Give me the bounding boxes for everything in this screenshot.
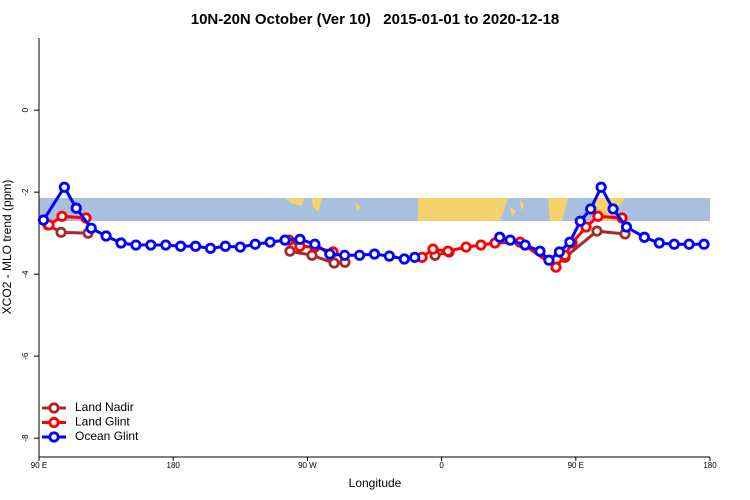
point (494, 231, 506, 243)
point (204, 242, 217, 254)
point (309, 238, 321, 250)
point (591, 225, 603, 237)
point (249, 238, 261, 250)
point (595, 181, 607, 193)
point (553, 246, 565, 258)
x-tick-label: 180 (703, 461, 717, 470)
y-tick-label: -8 (21, 434, 30, 442)
x-tick-label: 90 E (31, 461, 47, 470)
point (294, 233, 306, 245)
point (585, 203, 597, 215)
point (145, 239, 157, 251)
legend-label: Land Glint (75, 415, 130, 429)
point (683, 238, 695, 250)
point (339, 249, 351, 261)
point (219, 240, 231, 252)
point (519, 239, 531, 251)
y-tick-label: -2 (21, 188, 30, 196)
point (475, 239, 487, 251)
x-axis-label: Longitude (349, 476, 402, 490)
point (620, 221, 633, 233)
point (130, 239, 142, 251)
point (189, 240, 202, 252)
legend-label: Ocean Glint (75, 429, 139, 443)
point (234, 241, 246, 253)
point (264, 236, 276, 248)
axes: 0 -2 -4 -6 -8 90 E 180 90 W 0 90 E 180 (21, 38, 717, 470)
point (398, 253, 410, 265)
point (504, 234, 516, 246)
chart-title: 10N-20N October (Ver 10) 2015-01-01 to 2… (191, 11, 560, 28)
point (543, 254, 555, 266)
point (115, 237, 127, 249)
point (368, 248, 381, 260)
point (353, 249, 366, 261)
point (668, 238, 680, 250)
x-tick-label: 180 (167, 461, 181, 470)
point (460, 241, 472, 253)
point (442, 245, 454, 257)
point (550, 261, 562, 273)
point (85, 222, 97, 234)
point (328, 257, 340, 269)
x-tick-label: 0 (439, 461, 444, 470)
y-tick-label: 0 (21, 107, 30, 112)
point (160, 239, 172, 251)
point (638, 231, 650, 243)
point (279, 234, 291, 246)
legend-marker (48, 402, 60, 414)
point (70, 202, 82, 214)
x-tick-label: 90 E (568, 461, 584, 470)
point (409, 251, 421, 263)
point (56, 210, 68, 222)
point (55, 226, 67, 238)
point (58, 181, 70, 193)
point (324, 248, 336, 260)
point (175, 240, 187, 252)
point (534, 245, 546, 257)
x-tick-label: 90 W (298, 461, 317, 470)
legend-marker (48, 416, 60, 429)
point (37, 214, 50, 226)
map-band (39, 198, 710, 221)
y-axis-label: XCO2 - MLO trend (ppm) (0, 180, 14, 315)
point (574, 215, 586, 227)
point (592, 210, 604, 222)
point (427, 243, 439, 255)
y-tick-label: -4 (21, 270, 30, 278)
y-tick-label: -6 (21, 352, 30, 360)
legend-marker (48, 431, 60, 443)
point (698, 238, 710, 250)
point (383, 250, 396, 262)
point (284, 245, 296, 257)
point (607, 203, 619, 215)
legend-label: Land Nadir (75, 400, 134, 414)
point (653, 237, 665, 249)
point (100, 230, 112, 242)
point (564, 236, 576, 248)
